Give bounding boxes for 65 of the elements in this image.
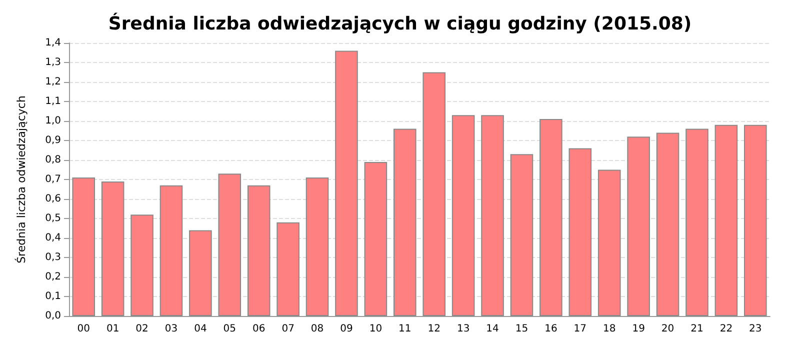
chart-title: Średnia liczba odwiedzających w ciągu godziny (2015.08) [108,12,692,34]
bar [306,178,329,316]
y-tick-label: 0,7 [45,174,61,185]
bar [335,50,358,316]
x-tick-label: 23 [749,324,762,334]
y-tick-label: 0,0 [45,310,61,322]
y-tick-label: 0,1 [45,291,61,302]
y-tick-label: 1,2 [45,76,61,88]
x-tick-label: 22 [720,324,733,334]
y-tick-label: 0,4 [45,232,61,244]
bar [744,124,767,316]
bar [686,128,708,316]
x-tick-label: 16 [544,324,558,334]
x-tick-label: 12 [428,324,440,334]
x-tick-label: 18 [602,324,616,334]
y-tick-label: 0,9 [45,135,61,146]
x-tick-label: 03 [164,324,178,334]
x-tick-label: 07 [282,324,294,334]
y-tick-label: 0,3 [45,252,61,263]
x-tick-label: 04 [194,324,207,334]
x-tick-label: 15 [515,324,528,334]
bar [364,162,388,316]
bar [452,115,475,316]
bar [656,132,680,316]
bar [101,181,124,316]
bar [160,185,183,316]
bar [422,72,446,316]
x-tick-label: 00 [77,324,90,334]
x-tick-label: 08 [310,324,324,334]
bar [481,115,504,316]
x-tick-label: 06 [252,324,266,334]
x-tick-label: 02 [136,324,148,334]
x-tick-label: 13 [456,324,470,334]
bar [72,178,95,316]
x-tick-label: 09 [340,324,353,334]
y-tick-label: 1,3 [45,57,61,68]
x-tick-label: 11 [398,324,412,334]
bar [510,154,534,316]
x-tick-label: 19 [632,324,645,334]
bar [130,214,154,316]
bar [627,136,650,316]
y-tick-label: 0,6 [45,194,61,204]
x-tick-label: 14 [486,324,499,334]
x-tick-label: 05 [223,324,236,334]
x-tick-label: 20 [661,324,674,334]
y-axis-title: Średnia liczba odwiedzających [14,96,28,264]
bar [714,124,738,316]
x-tick-label: 10 [369,324,382,334]
y-tick-label: 0,5 [45,213,61,224]
bar [394,128,416,316]
x-tick-label: 21 [690,324,704,334]
y-tick-label: 1,4 [45,38,61,48]
x-tick-label: 01 [106,324,120,334]
bar [276,222,300,316]
bar [540,119,562,316]
bar [568,148,592,316]
bar [189,230,212,316]
y-tick-label: 0,8 [45,154,61,166]
x-tick-label: 17 [574,324,587,334]
bar [218,174,242,316]
y-tick-label: 1,0 [45,116,61,126]
bar [247,185,270,316]
y-tick-label: 1,1 [45,96,61,107]
bar [598,170,621,316]
y-tick-label: 0,2 [45,272,61,282]
